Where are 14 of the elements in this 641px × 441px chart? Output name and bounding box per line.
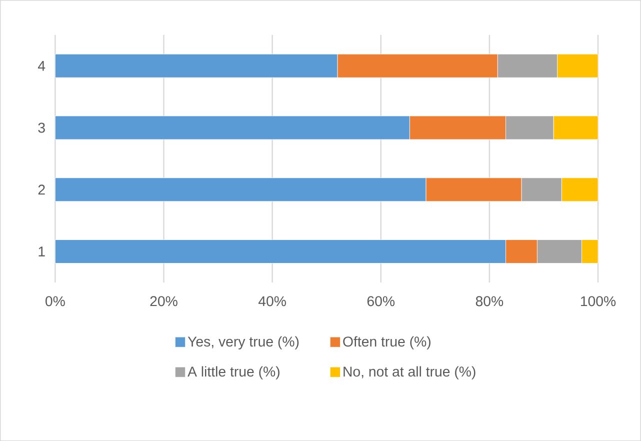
y-tick-label: 3 xyxy=(38,122,45,133)
legend-label: A little true (%) xyxy=(188,366,280,380)
x-tick-label: 100% xyxy=(580,296,616,306)
x-tick-label: 20% xyxy=(150,296,178,306)
y-tick-label: 1 xyxy=(38,246,45,256)
x-tick-label: 40% xyxy=(258,296,286,306)
legend-label: No, not at all true (%) xyxy=(344,366,476,380)
x-tick-label: 80% xyxy=(476,296,504,306)
x-tick-label: 60% xyxy=(367,296,395,306)
legend-label: Often true (%) xyxy=(343,336,430,350)
y-tick-label: 4 xyxy=(38,60,46,71)
legend-label: Yes, very true (%) xyxy=(188,336,299,350)
y-tick-label: 2 xyxy=(38,184,45,194)
x-tick-label: 0% xyxy=(46,296,65,306)
